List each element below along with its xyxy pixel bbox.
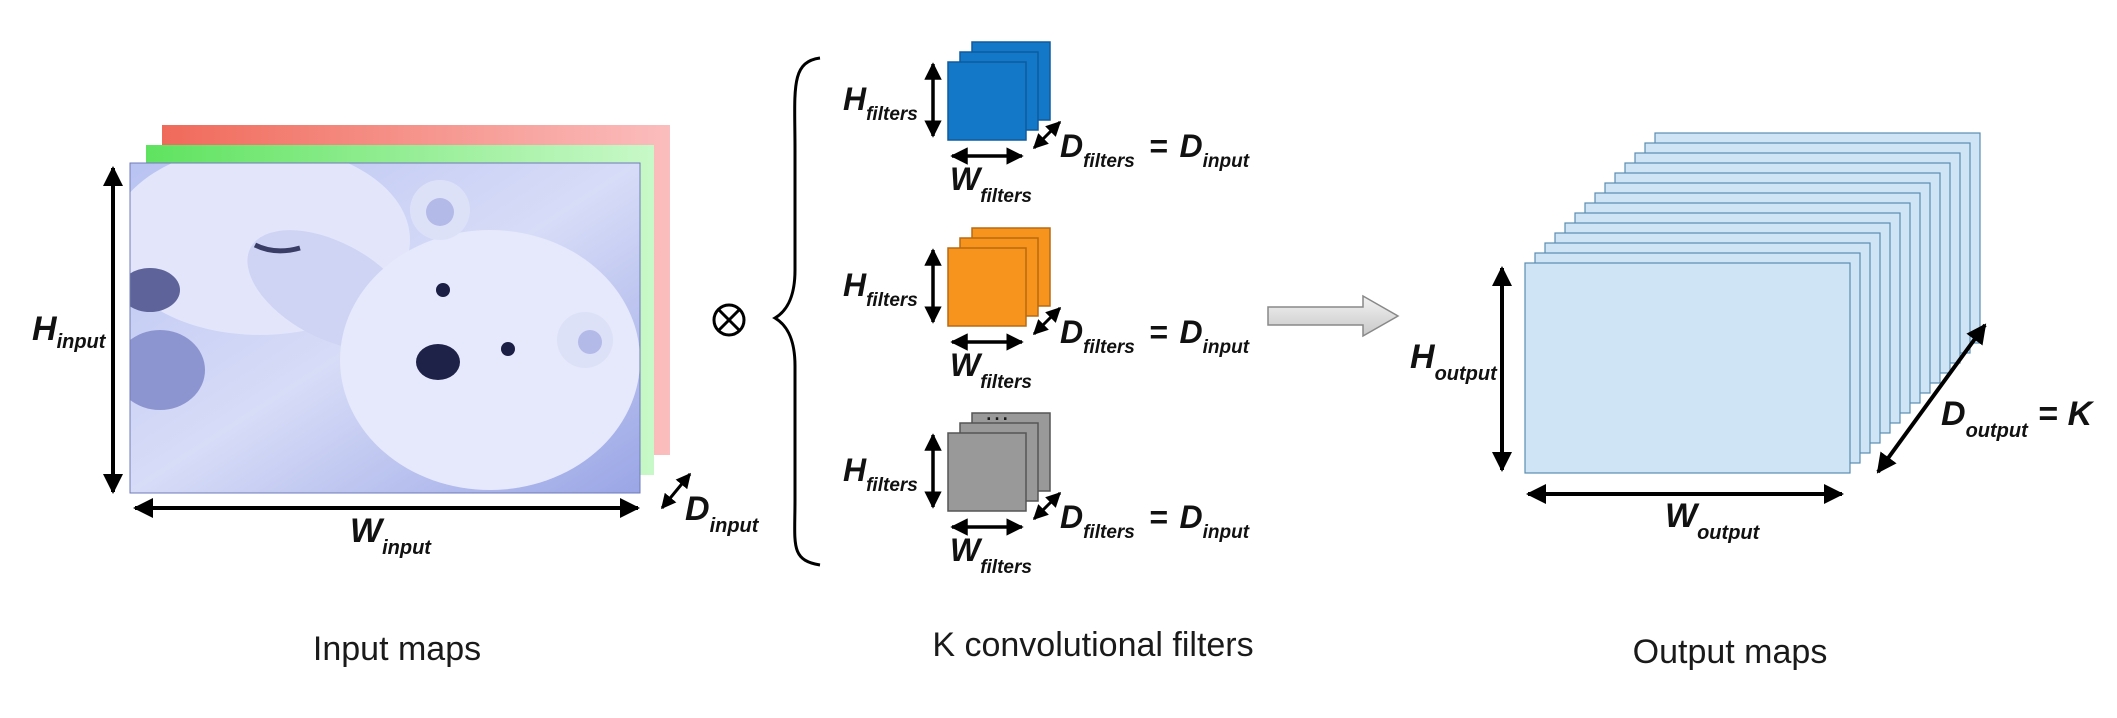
filter-cube-3 (947, 412, 1051, 512)
filter-width-label: Wfilters (950, 161, 1032, 207)
convolution-operator-icon (712, 303, 746, 337)
filter-depth-arrow (1032, 491, 1062, 521)
filter-cube-1 (947, 41, 1051, 141)
output-map-layer (1524, 262, 1851, 474)
input-width-label: Winput (350, 512, 432, 559)
output-height-label: Houtput (1410, 338, 1498, 385)
right-arrow-icon (1267, 294, 1400, 338)
polar-bear-photo (130, 163, 640, 493)
filter-height-label: Hfilters (843, 81, 918, 125)
filter-width-label: Wfilters (950, 532, 1032, 578)
filter-height-label: Hfilters (843, 452, 918, 496)
filters-ellipsis: … (984, 396, 1010, 426)
output-width-label: Woutput (1665, 497, 1761, 544)
filter-depth-equation: Dfilters = Dinput (1060, 499, 1250, 543)
input-maps-caption: Input maps (313, 630, 481, 668)
output-maps-caption: Output maps (1633, 633, 1828, 671)
filters-caption: K convolutional filters (932, 626, 1253, 664)
output-depth-label: Doutput = K (1941, 395, 2095, 442)
filter-height-label: Hfilters (843, 267, 918, 311)
filter-depth-arrow (1032, 306, 1062, 336)
filter-1: Hfilters Wfilters Dfilters = Dinput (843, 41, 1250, 207)
input-depth-arrow (660, 472, 692, 510)
input-maps (129, 125, 670, 494)
filter-depth-equation: Dfilters = Dinput (1060, 128, 1250, 172)
filters-group: Hfilters Wfilters Dfilters = Dinput Hfilters W… (843, 41, 1250, 578)
filter-depth-arrow (1032, 120, 1062, 150)
filter-width-label: Wfilters (950, 347, 1032, 393)
left-brace-icon (772, 56, 821, 567)
filter-3: Hfilters Wfilters Dfilters = Dinput (843, 412, 1250, 578)
output-depth-arrow (1876, 323, 1987, 474)
filter-2: Hfilters Wfilters Dfilters = Dinput (843, 227, 1250, 393)
filter-depth-equation: Dfilters = Dinput (1060, 314, 1250, 358)
input-height-label: Hinput (32, 310, 107, 353)
filter-cube-2 (947, 227, 1051, 327)
output-maps (1524, 132, 1981, 474)
input-depth-label: Dinput (685, 490, 760, 537)
